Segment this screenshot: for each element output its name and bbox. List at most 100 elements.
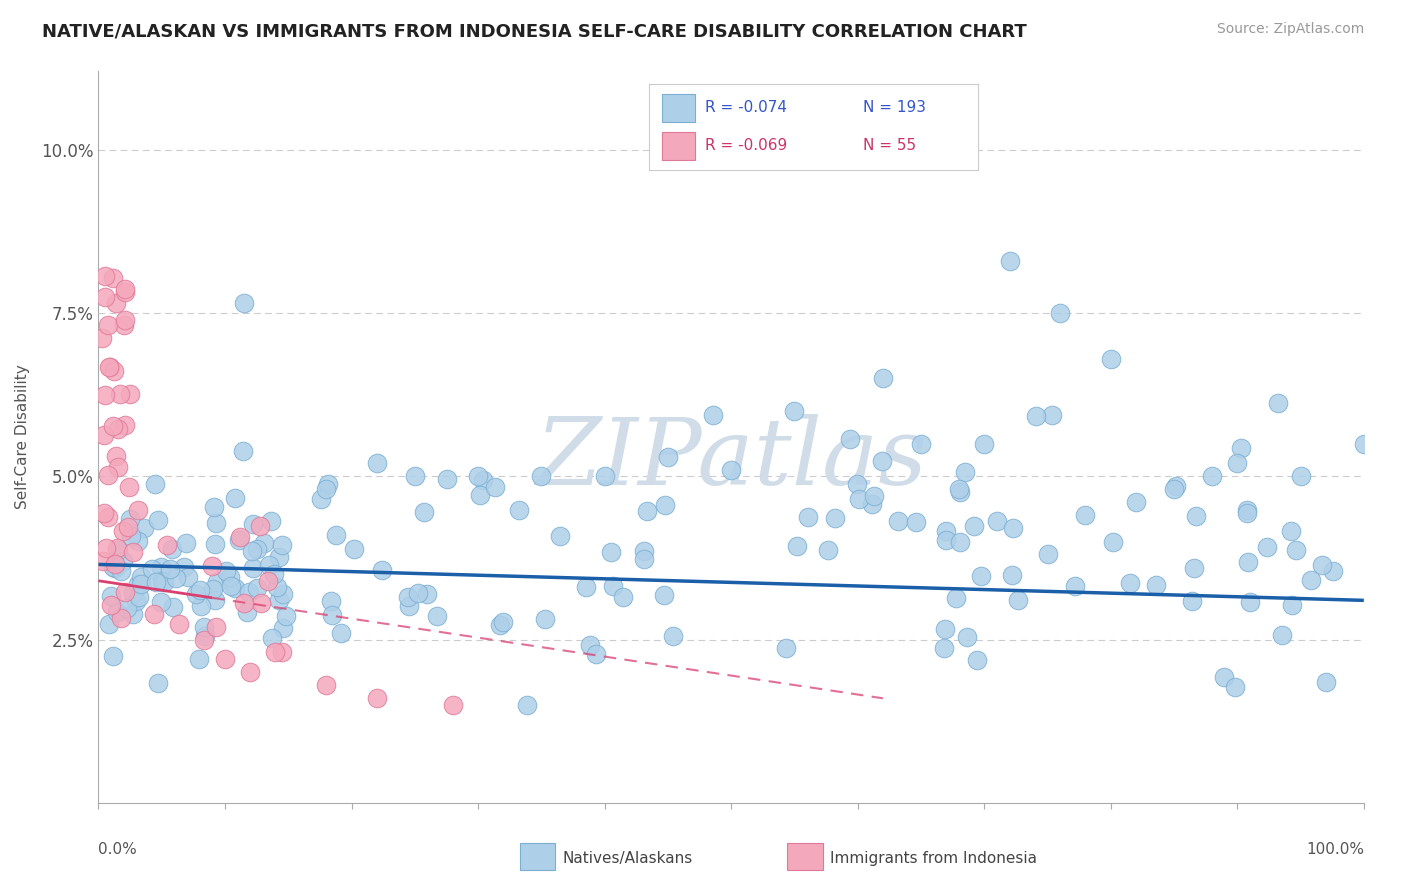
Point <box>193 633 215 648</box>
Point <box>117 520 139 534</box>
Point <box>720 463 742 477</box>
Point <box>1213 669 1236 683</box>
Point <box>1226 456 1249 470</box>
Point <box>224 491 246 505</box>
Point <box>201 558 224 573</box>
Point <box>188 582 211 597</box>
Point <box>1064 579 1087 593</box>
Point <box>103 419 125 434</box>
Point <box>415 587 437 601</box>
Y-axis label: Self-Care Disability: Self-Care Disability <box>15 365 30 509</box>
Point <box>575 580 598 594</box>
Point <box>1237 555 1260 569</box>
Point <box>998 253 1021 268</box>
Point <box>242 561 264 575</box>
Point <box>132 520 155 534</box>
Point <box>271 621 294 635</box>
Point <box>1025 409 1047 423</box>
Point <box>97 318 120 332</box>
Point <box>1285 543 1308 558</box>
Point <box>263 566 285 581</box>
Point <box>215 564 238 578</box>
Point <box>110 610 132 624</box>
Point <box>1074 508 1097 523</box>
Point <box>238 585 260 599</box>
Point <box>103 364 125 378</box>
Point <box>1301 573 1323 587</box>
Point <box>177 570 200 584</box>
Point <box>148 676 170 690</box>
Point <box>1201 469 1223 483</box>
Point <box>654 498 676 512</box>
Point <box>467 469 489 483</box>
Point <box>935 533 957 548</box>
Point <box>633 544 655 558</box>
Point <box>204 537 226 551</box>
Point <box>96 541 118 555</box>
Point <box>945 591 967 605</box>
Point <box>1230 441 1253 455</box>
Point <box>1181 594 1204 608</box>
Point <box>150 574 173 588</box>
Point <box>1185 509 1208 524</box>
Point <box>1007 593 1029 607</box>
Point <box>100 598 122 612</box>
Point <box>269 549 291 564</box>
Point <box>370 563 392 577</box>
Point <box>160 541 183 556</box>
Point <box>260 631 283 645</box>
Point <box>246 541 269 556</box>
Point <box>652 588 675 602</box>
Point <box>484 480 506 494</box>
Point <box>600 544 623 558</box>
Point <box>271 587 294 601</box>
Point <box>953 465 976 479</box>
Point <box>366 691 388 706</box>
Point <box>1236 506 1258 520</box>
Point <box>910 436 932 450</box>
Point <box>93 506 115 520</box>
Point <box>143 477 166 491</box>
Point <box>786 539 808 553</box>
Point <box>315 678 337 692</box>
Point <box>1279 524 1302 539</box>
Text: Source: ZipAtlas.com: Source: ZipAtlas.com <box>1216 22 1364 37</box>
Point <box>321 608 343 623</box>
Point <box>783 404 806 418</box>
Point <box>202 582 225 597</box>
Point <box>270 644 292 658</box>
Point <box>125 594 148 608</box>
Point <box>111 554 134 568</box>
Point <box>870 453 893 467</box>
Point <box>932 640 955 655</box>
Point <box>366 456 388 470</box>
Point <box>173 559 195 574</box>
Point <box>636 504 658 518</box>
Point <box>775 641 797 656</box>
Point <box>1001 568 1024 582</box>
Point <box>1271 628 1294 642</box>
Point <box>141 562 163 576</box>
Point <box>257 558 280 572</box>
Point <box>948 483 970 497</box>
Point <box>114 418 136 433</box>
Point <box>471 474 494 488</box>
Point <box>404 469 426 483</box>
Point <box>1166 479 1188 493</box>
Point <box>1239 595 1261 609</box>
Point <box>343 542 366 557</box>
Point <box>426 608 449 623</box>
Point <box>1102 535 1125 549</box>
Point <box>267 593 290 607</box>
Point <box>149 559 172 574</box>
Point <box>436 472 458 486</box>
Point <box>661 629 683 643</box>
Point <box>533 612 555 626</box>
Point <box>1256 540 1278 554</box>
Point <box>406 586 429 600</box>
Point <box>969 569 991 583</box>
Point <box>470 488 492 502</box>
Point <box>612 590 634 604</box>
Point <box>242 517 264 532</box>
Point <box>315 483 337 497</box>
